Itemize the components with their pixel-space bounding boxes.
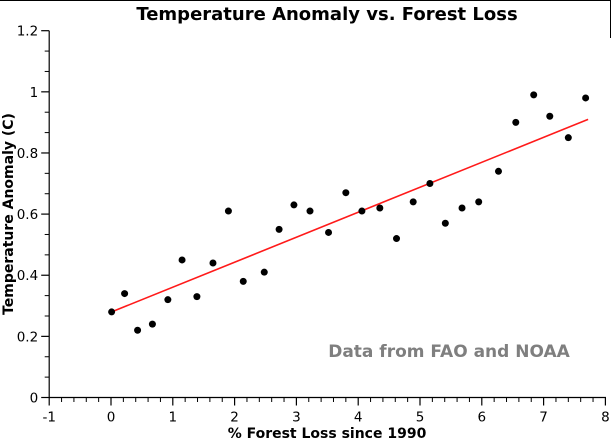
scatter-points-layer xyxy=(108,91,590,334)
x-minor-ticks xyxy=(61,397,594,402)
data-point xyxy=(108,308,116,316)
x-tick-label: 5 xyxy=(416,410,425,426)
data-point xyxy=(409,198,417,206)
data-point xyxy=(134,326,142,334)
data-point xyxy=(121,290,129,298)
x-tick-label: 8 xyxy=(601,410,610,426)
data-point xyxy=(275,225,283,233)
data-point xyxy=(530,91,538,99)
x-tick-label: 6 xyxy=(478,410,487,426)
x-major-ticks xyxy=(48,397,607,406)
y-minor-ticks xyxy=(44,50,50,378)
x-tick-label: 4 xyxy=(354,410,363,426)
data-point xyxy=(458,204,466,212)
data-point xyxy=(239,277,247,285)
y-tick-label: 0.2 xyxy=(17,329,38,345)
data-point xyxy=(148,320,156,328)
data-point xyxy=(582,94,590,102)
y-tick-label: 1 xyxy=(30,85,39,101)
y-tick-label: 0.4 xyxy=(17,268,38,284)
data-point xyxy=(358,207,366,215)
data-point xyxy=(546,112,554,120)
y-tick-label: 0.6 xyxy=(17,207,38,223)
x-tick-label: 0 xyxy=(107,410,116,426)
data-source-annotation: Data from FAO and NOAA xyxy=(328,342,570,362)
y-tick-label: 0 xyxy=(30,391,39,407)
data-point xyxy=(512,118,520,126)
data-point xyxy=(193,293,201,301)
data-point xyxy=(260,268,268,276)
data-point xyxy=(441,219,449,227)
x-tick-label: 2 xyxy=(230,410,239,426)
data-point xyxy=(342,189,350,197)
data-point xyxy=(426,180,434,188)
y-major-ticks xyxy=(41,30,50,399)
data-point xyxy=(306,207,314,215)
x-axis-label: % Forest Loss since 1990 xyxy=(228,426,427,441)
data-point xyxy=(290,201,298,209)
data-point xyxy=(376,204,384,212)
data-point xyxy=(209,259,217,267)
x-tick-labels: -1 0 1 2 3 4 5 6 7 8 xyxy=(42,410,609,426)
data-point xyxy=(224,207,232,215)
data-point xyxy=(475,198,483,206)
y-axis-label: Temperature Anomaly (C) xyxy=(1,113,17,315)
data-point xyxy=(178,256,186,264)
chart-title: Temperature Anomaly vs. Forest Loss xyxy=(136,4,517,25)
data-point xyxy=(494,167,502,175)
data-point xyxy=(164,296,172,304)
x-tick-label: 3 xyxy=(292,410,301,426)
data-point xyxy=(325,228,333,236)
x-tick-label: 1 xyxy=(169,410,178,426)
y-tick-label: 1.2 xyxy=(17,24,38,40)
data-point xyxy=(393,235,401,243)
trendline xyxy=(111,118,589,313)
trendline-layer xyxy=(111,118,589,313)
y-tick-label: 0.8 xyxy=(17,146,38,162)
x-tick-label: -1 xyxy=(42,410,55,426)
y-tick-labels: 0 0.2 0.4 0.6 0.8 1 1.2 xyxy=(17,24,38,407)
x-tick-label: 7 xyxy=(539,410,548,426)
data-point xyxy=(564,134,572,142)
